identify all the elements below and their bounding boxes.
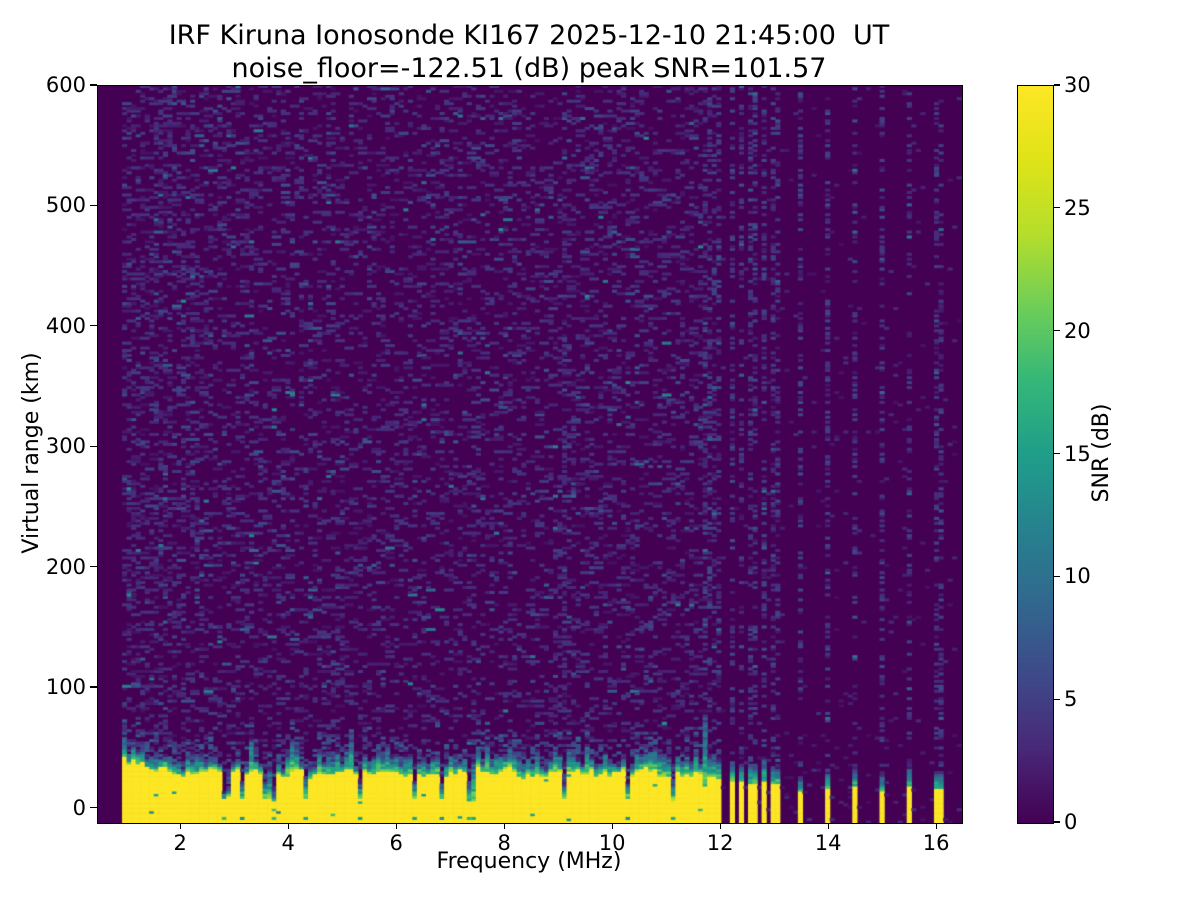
y-tick-label: 500: [45, 193, 86, 218]
plot-title: IRF Kiruna Ionosonde KI167 2025-12-10 21…: [168, 20, 890, 51]
x-tick-mark: [935, 823, 937, 829]
colorbar-tick-mark: [1054, 330, 1060, 332]
y-tick-mark: [90, 686, 97, 688]
colorbar-tick-label: 0: [1064, 810, 1078, 834]
x-tick-mark: [395, 823, 397, 829]
colorbar-tick-label: 5: [1064, 687, 1078, 712]
x-tick-mark: [719, 823, 721, 829]
x-tick-label: 6: [389, 831, 403, 855]
x-tick-mark: [611, 823, 613, 829]
y-tick-mark: [90, 806, 97, 809]
x-tick-label: 12: [706, 831, 734, 855]
x-tick-label: 2: [173, 831, 187, 855]
colorbar: [1017, 85, 1054, 824]
colorbar-tick-label: 15: [1064, 441, 1091, 466]
x-tick-mark: [179, 823, 181, 829]
x-tick-mark: [287, 823, 289, 829]
colorbar-canvas: [1018, 86, 1053, 823]
colorbar-label: SNR (dB): [1089, 403, 1114, 503]
colorbar-tick-mark: [1054, 821, 1060, 823]
x-axis-label: Frequency (MHz): [436, 849, 622, 874]
x-tick-label: 16: [922, 831, 950, 855]
colorbar-tick-mark: [1054, 84, 1060, 86]
x-tick-label: 4: [281, 831, 295, 855]
colorbar-tick-mark: [1054, 452, 1060, 455]
colorbar-tick-label: 20: [1064, 318, 1091, 343]
y-tick-label: 600: [45, 73, 86, 97]
y-tick-label: 300: [45, 434, 86, 459]
y-tick-mark: [90, 204, 97, 207]
colorbar-tick-mark: [1054, 575, 1060, 577]
colorbar-tick-label: 10: [1064, 564, 1091, 589]
y-tick-label: 0: [72, 795, 86, 820]
y-tick-mark: [90, 84, 97, 86]
y-tick-mark: [90, 445, 97, 447]
y-tick-mark: [90, 566, 97, 568]
colorbar-tick-mark: [1054, 207, 1060, 209]
colorbar-tick-label: 25: [1064, 195, 1091, 220]
y-tick-mark: [90, 325, 97, 327]
plot-area: [97, 85, 963, 824]
y-tick-label: 100: [45, 675, 86, 700]
x-tick-mark: [827, 823, 829, 829]
x-tick-label: 10: [598, 831, 626, 855]
x-tick-mark: [503, 823, 505, 829]
y-tick-label: 400: [45, 313, 86, 338]
y-tick-label: 200: [45, 554, 86, 579]
heatmap-canvas: [98, 86, 962, 823]
x-tick-label: 14: [814, 831, 842, 855]
colorbar-tick-mark: [1054, 698, 1060, 700]
plot-subtitle: noise_floor=-122.51 (dB) peak SNR=101.57: [231, 53, 827, 84]
colorbar-tick-label: 30: [1064, 73, 1091, 97]
x-tick-label: 8: [497, 831, 511, 855]
